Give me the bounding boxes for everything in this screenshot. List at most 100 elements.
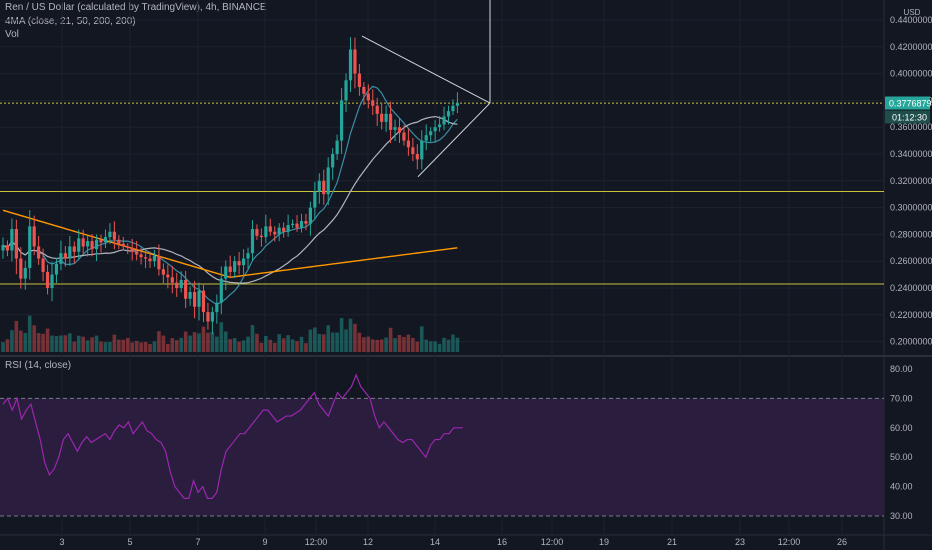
time-tick-label: 9 [262,537,267,547]
candle-body [192,292,197,307]
volume-bar [299,336,304,352]
candle-body [77,238,81,252]
candle-body [326,167,330,195]
ma-legend[interactable]: 4MA (close, 21, 50, 200, 200) [5,16,136,27]
candle-body [331,154,335,168]
candle-body [411,147,415,154]
volume-bar [134,340,139,352]
candle-body [282,227,286,232]
candle-body [130,247,134,252]
symbol-title[interactable]: Ren / US Dollar (calculated by TradingVi… [5,2,267,13]
candle-body [268,226,272,232]
candle-body [446,111,451,117]
volume-bar [94,335,99,352]
candle-body [14,229,18,259]
countdown-tag [885,110,930,124]
volume-bar [451,334,455,352]
volume-bar [317,333,322,352]
candle-body [429,131,433,136]
candle-body [139,254,143,258]
candle-body [166,274,170,278]
candle-body [103,237,108,243]
horizontal-levels[interactable] [0,102,884,285]
candle-body [148,258,152,262]
volume-bar [228,339,233,352]
volume-bar [223,331,228,352]
volume-bar [344,329,348,352]
volume-bar [366,336,371,352]
candle-body [37,246,41,259]
rsi-tick-label: 50.00 [890,452,913,462]
rsi-tick-label: 40.00 [890,482,913,492]
candle-body [246,253,250,259]
candle-body [201,290,206,313]
candle-body [152,255,157,262]
volume-bar [250,325,255,352]
triangle-drawing[interactable] [361,0,491,178]
volume-bar [321,334,326,352]
candle-body [273,231,277,235]
candle-body [397,127,402,133]
candle-body [277,227,281,235]
candle-body [112,231,116,240]
volume-bar [85,340,90,352]
volume-bar [63,335,68,352]
volume-bar [23,332,28,352]
rsi-tick-label: 30.00 [890,511,913,521]
volume-bar [76,335,81,352]
candle-body [90,241,94,250]
volume-bar [232,338,237,352]
volume-bar [130,342,134,352]
candle-body [54,263,59,275]
candle-body [420,140,424,160]
volume-bar [192,332,197,352]
time-axis[interactable]: 3 5 7 9 12:00 12 14 16 12:00 19 21 23 12:00 26 [59,537,847,547]
volume-bar [201,326,206,352]
candle-body [406,140,411,148]
volume-bar [255,333,259,352]
volume-bar [353,323,357,352]
volume-legend[interactable]: Vol [5,29,19,40]
candle-body [215,302,219,313]
time-tick-label: 7 [195,537,200,547]
candle-body [81,238,85,247]
volume-bar [304,343,308,352]
candle-body [170,277,174,283]
volume-bar [281,338,286,352]
volume-bar [446,339,451,352]
candle-body [424,135,428,141]
candle-body [259,235,263,238]
volume-bar [19,330,23,352]
candle-body [415,154,419,160]
candle-body [184,279,188,299]
volume-bar [148,343,152,352]
candle-body [206,312,210,322]
candle-body [308,207,312,224]
volume-bar [277,334,282,352]
volume-bar [348,318,353,352]
time-tick-label: 21 [667,537,677,547]
volume-bar [5,339,10,352]
volume-bar [286,335,290,352]
candle-body [45,271,50,288]
volume-bar [259,342,264,352]
rsi-legend[interactable]: RSI (14, close) [5,360,72,371]
candle-body [59,253,63,264]
candle-body [455,103,460,106]
candle-body [143,257,148,259]
candle-body [237,261,241,266]
volume-bar [326,325,331,352]
candle-body [175,282,179,288]
time-tick-label: 3 [59,537,64,547]
candle-body [366,93,370,101]
time-tick-label: 23 [735,537,745,547]
price-axis[interactable]: USD0.440000000.420000000.400000000.38000… [885,8,932,521]
volume-bar [112,334,117,352]
volume-bar [50,335,54,352]
candle-body [384,113,388,122]
